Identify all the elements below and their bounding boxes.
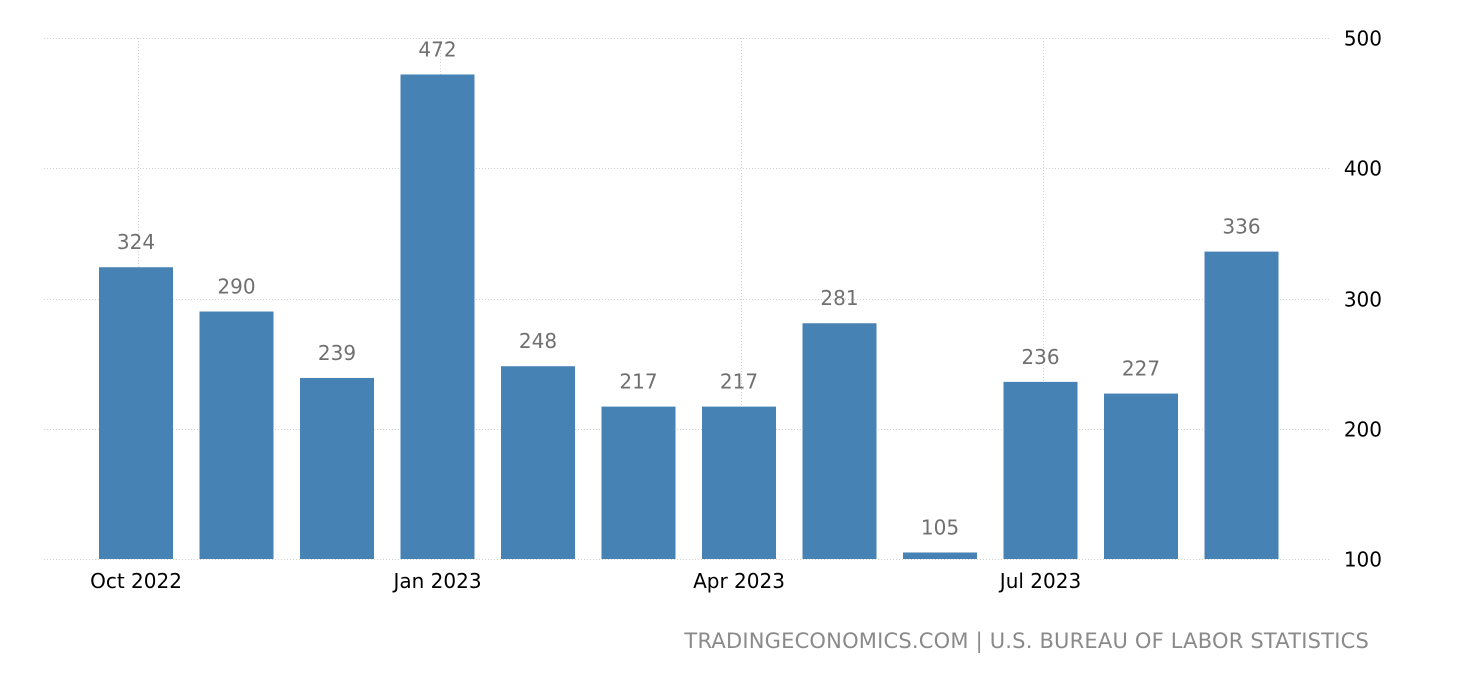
bar: [601, 406, 676, 559]
y-tick-label: 300: [1344, 288, 1382, 312]
y-axis: 100 200 300 400 500: [1344, 27, 1382, 572]
bar: [702, 406, 776, 559]
bar: [300, 377, 374, 559]
y-tick-label: 100: [1344, 548, 1382, 572]
data-label: 217: [619, 370, 657, 394]
data-label: 290: [217, 275, 255, 299]
x-tick-label: Jan 2023: [391, 569, 481, 593]
bar: [501, 366, 575, 559]
source-attribution: TRADINGECONOMICS.COM | U.S. BUREAU OF LA…: [684, 629, 1369, 653]
bar: [1003, 381, 1078, 559]
x-axis: Oct 2022 Jan 2023 Apr 2023 Jul 2023: [90, 569, 1081, 593]
data-label: 217: [720, 370, 758, 394]
data-label: 227: [1122, 357, 1160, 381]
data-label: 336: [1222, 215, 1260, 239]
y-tick-label: 400: [1344, 157, 1382, 181]
bar: [99, 267, 173, 559]
bars: [99, 74, 1279, 560]
data-label: 472: [418, 37, 456, 61]
y-tick-label: 500: [1344, 27, 1382, 51]
bar: [199, 311, 274, 559]
data-label: 236: [1021, 345, 1059, 369]
data-label: 281: [820, 286, 858, 310]
bar: [802, 323, 877, 559]
y-tick-label: 200: [1344, 418, 1382, 442]
bar-chart: 324 290 239 472 248 217 217 281 105 236 227 336 100…: [44, 27, 1382, 593]
bar: [400, 74, 475, 559]
data-label: 239: [318, 341, 356, 365]
bar: [1104, 393, 1178, 559]
bar: [903, 552, 977, 559]
bar: [1204, 251, 1279, 560]
data-label: 324: [117, 230, 155, 254]
x-tick-label: Jul 2023: [998, 569, 1081, 593]
data-label: 105: [921, 515, 959, 539]
x-tick-label: Oct 2022: [90, 569, 182, 593]
x-tick-label: Apr 2023: [693, 569, 785, 593]
data-labels: 324 290 239 472 248 217 217 281 105 236 227 336: [117, 37, 1261, 539]
data-label: 248: [519, 329, 557, 353]
